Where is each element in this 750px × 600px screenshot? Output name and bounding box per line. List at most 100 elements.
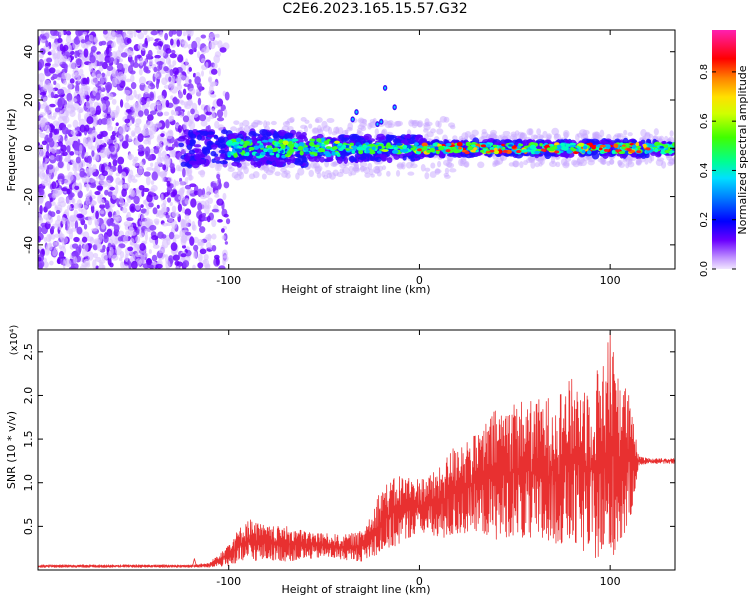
noise-dot [192,251,198,259]
band-dot [241,132,247,136]
halo-dot [242,119,250,127]
halo-dot [304,119,310,124]
core-dot [297,145,304,151]
noise-dot [135,101,143,106]
noise-dot [210,68,218,75]
noise-dot [96,243,103,252]
core-dot [429,147,436,153]
noise-dot [181,244,186,249]
noise-dot [165,145,169,152]
noise-dot [176,30,183,37]
noise-dot [195,141,201,145]
noise-dot [157,150,162,158]
noise-dot [142,103,150,108]
band-dot [591,151,600,160]
noise-dot [70,129,78,136]
noise-dot [165,254,169,264]
noise-dot [197,51,201,59]
noise-dot [156,204,160,209]
noise-dot [43,85,51,90]
x-tick-label: 0 [416,575,423,588]
y-tick-label: 1.5 [22,430,35,448]
halo-dot [227,167,235,172]
band-dot [349,133,358,141]
core-dot [331,151,336,156]
noise-dot [50,233,56,240]
core-dot [534,150,541,155]
halo-dot [333,126,339,134]
band-dot [197,159,206,165]
noise-dot [60,236,69,244]
core-dot [257,144,265,149]
noise-dot [201,212,207,217]
band-dot [214,140,221,146]
band-dot [231,161,240,167]
fringe-dot [384,86,387,90]
core-dot [309,146,316,152]
noise-dot [115,122,119,127]
noise-dot [111,77,118,87]
core-dot [635,142,640,147]
noise-dot [51,181,57,190]
noise-dot [101,252,108,261]
colorbar-tick-label: 0.2 [699,212,710,228]
noise-dot [110,109,114,119]
noise-dot [143,139,149,145]
core-dot [569,142,577,146]
noise-dot [38,217,44,221]
noise-dot [205,264,211,269]
noise-dot [79,124,86,133]
noise-dot [187,98,193,107]
noise-dot [111,98,117,105]
noise-dot [140,254,146,264]
noise-dot [58,196,65,204]
band-dot [183,155,191,162]
noise-dot [51,225,55,230]
noise-dot [128,94,134,101]
core-dot [605,144,611,149]
noise-dot [124,182,131,189]
core-dot [396,143,403,146]
noise-dot [128,152,133,161]
halo-dot [546,133,552,140]
halo-dot [571,159,578,166]
band-dot [380,153,388,162]
halo-dot [348,171,353,177]
noise-dot [216,109,224,118]
noise-dot [200,70,205,77]
core-dot [631,144,637,149]
noise-dot [100,117,109,125]
noise-dot [208,84,214,93]
noise-dot [156,156,162,165]
core-dot [562,146,569,151]
halo-dot [386,170,391,177]
noise-dot [38,36,41,42]
noise-dot [189,236,195,246]
noise-dot [70,106,76,113]
halo-dot [353,167,361,173]
halo-dot [653,128,659,136]
noise-dot [115,172,120,177]
noise-dot [61,216,66,225]
noise-dot [215,257,220,266]
noise-dot [185,167,190,177]
noise-dot [135,118,142,125]
noise-dot [62,108,68,112]
noise-dot [187,30,194,37]
noise-dot [199,169,206,178]
band-dot [284,158,292,162]
noise-dot [38,115,41,122]
peak-dot [516,150,522,154]
noise-dot [57,37,63,44]
noise-dot [75,58,82,66]
band-dot [294,161,304,166]
halo-dot [261,173,267,180]
noise-dot [222,255,229,263]
noise-dot [206,186,211,196]
core-dot [450,146,457,150]
band-dot [201,146,207,154]
noise-dot [83,223,88,230]
fringe-dot [376,122,379,126]
halo-dot [644,131,651,137]
noise-dot [149,265,153,269]
